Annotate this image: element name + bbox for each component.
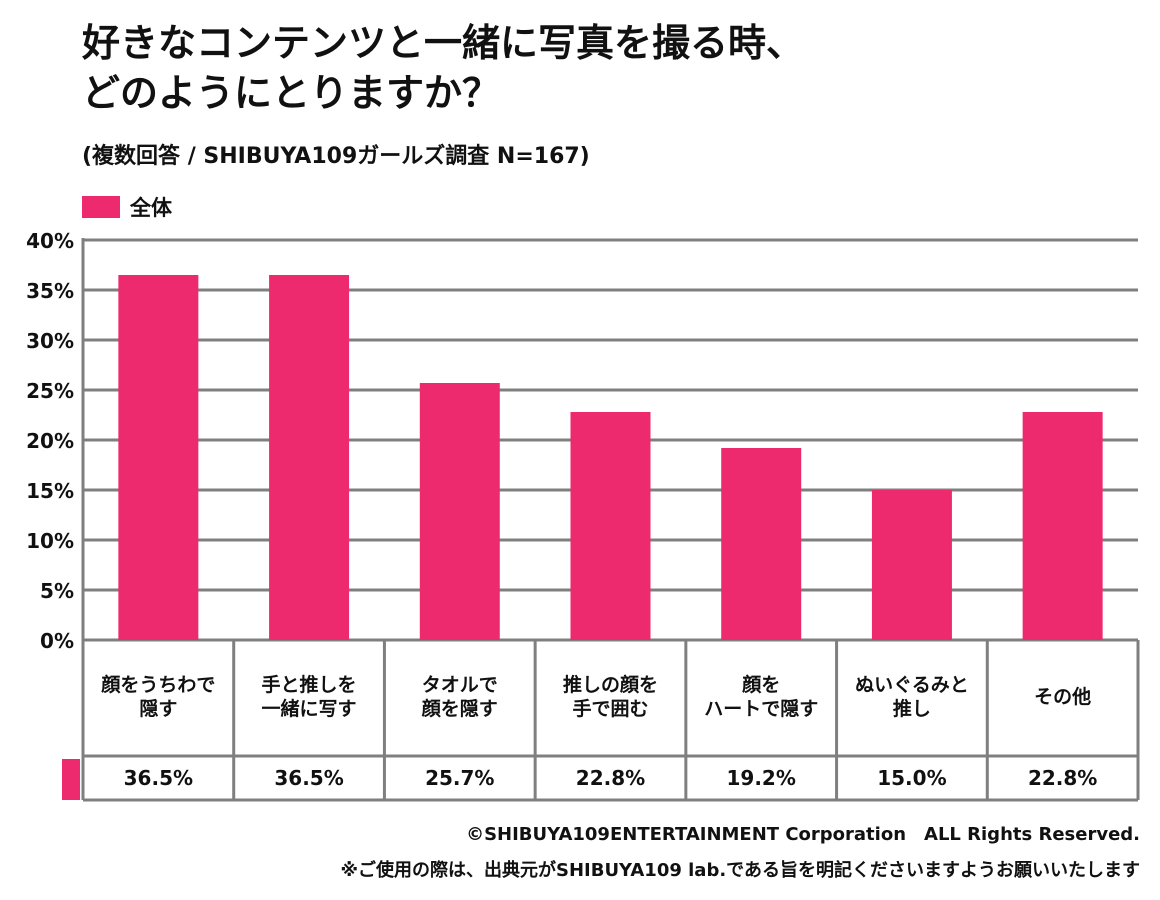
bar — [1022, 412, 1103, 640]
category-label: 顔を ハートで隠す — [704, 674, 819, 720]
bar — [570, 412, 651, 640]
category-label: ぬいぐるみと 推し — [855, 674, 969, 720]
y-tick-label: 40% — [26, 229, 74, 253]
bar — [118, 275, 199, 640]
y-tick-label: 35% — [26, 279, 74, 303]
usage-notice: ※ご使用の際は、出典元がSHIBUYA109 lab.である旨を明記くださいます… — [340, 860, 1141, 881]
y-tick-label: 20% — [26, 429, 74, 453]
bar — [871, 490, 952, 640]
category-label: その他 — [1034, 686, 1092, 708]
y-tick-label: 10% — [26, 529, 74, 553]
category-label: 手と推しを 一緒に写す — [261, 674, 357, 720]
chart-title: 好きなコンテンツと一緒に写真を撮る時、 どのようにとりますか？ — [82, 18, 804, 118]
value-label: 25.7% — [425, 766, 495, 790]
y-tick-label: 5% — [40, 579, 74, 603]
chart-title-line1: 好きなコンテンツと一緒に写真を撮る時、 — [82, 21, 805, 65]
y-tick-label: 25% — [26, 379, 74, 403]
legend-swatch — [82, 196, 120, 218]
table-series-key — [62, 759, 80, 800]
y-tick-label: 15% — [26, 479, 74, 503]
y-tick-label: 0% — [40, 629, 74, 653]
category-label: タオルで 顔を隠す — [421, 674, 498, 720]
legend: 全体 — [82, 192, 172, 222]
value-label: 22.8% — [575, 766, 646, 790]
legend-label: 全体 — [130, 196, 172, 220]
chart-title-line2: どのようにとりますか？ — [82, 71, 501, 115]
value-label: 36.5% — [123, 766, 194, 790]
category-label: 顔をうちわで 隠す — [101, 674, 216, 720]
value-label: 36.5% — [274, 766, 344, 790]
chart-subtitle: (複数回答 / SHIBUYA109ガールズ調査 N=167) — [82, 144, 590, 169]
bar — [419, 383, 500, 640]
value-label: 15.0% — [877, 766, 947, 790]
copyright-text: ©SHIBUYA109ENTERTAINMENT Corporation ALL… — [466, 824, 1140, 845]
bar — [269, 275, 350, 640]
value-label: 19.2% — [726, 766, 796, 790]
y-tick-label: 30% — [26, 329, 74, 353]
bar — [721, 448, 802, 640]
value-label: 22.8% — [1027, 766, 1098, 790]
category-label: 推しの顔を 手で囲む — [562, 674, 658, 720]
